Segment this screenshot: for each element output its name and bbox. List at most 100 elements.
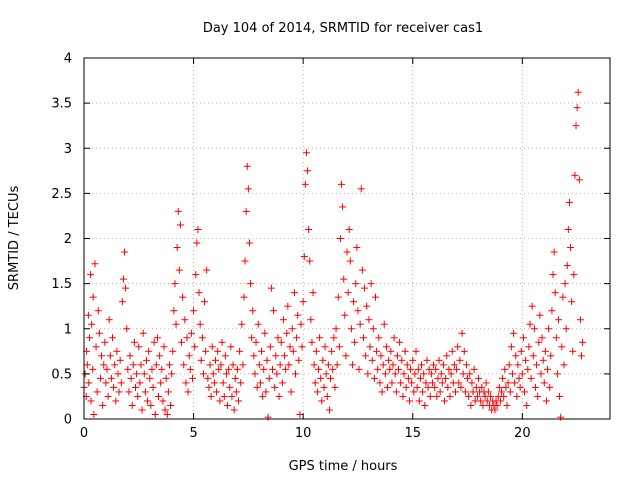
data-point xyxy=(363,302,371,310)
data-point xyxy=(245,239,253,247)
data-point xyxy=(302,149,310,157)
data-point xyxy=(493,401,501,409)
data-point xyxy=(151,410,159,418)
data-point xyxy=(266,343,274,351)
data-point xyxy=(129,361,137,369)
data-point xyxy=(345,225,353,233)
data-point xyxy=(199,370,207,378)
data-point xyxy=(339,203,347,211)
data-point xyxy=(288,325,296,333)
y-axis-label: SRMTID / TECUs xyxy=(7,186,22,291)
data-point xyxy=(536,311,544,319)
data-point xyxy=(379,361,387,369)
data-point xyxy=(376,379,384,387)
data-point xyxy=(198,334,206,342)
data-point xyxy=(116,356,124,364)
data-point xyxy=(445,365,453,373)
data-point xyxy=(323,392,331,400)
data-point xyxy=(413,383,421,391)
data-point xyxy=(267,284,275,292)
data-point xyxy=(574,88,582,96)
data-point xyxy=(89,293,97,301)
data-point xyxy=(300,253,308,261)
data-point xyxy=(228,392,236,400)
data-point xyxy=(335,343,343,351)
data-point xyxy=(441,397,449,405)
data-point xyxy=(206,361,214,369)
data-point xyxy=(405,397,413,405)
data-point xyxy=(173,244,181,252)
data-point xyxy=(470,365,478,373)
data-point xyxy=(273,370,281,378)
data-point xyxy=(572,122,580,130)
data-point xyxy=(325,406,333,414)
data-point xyxy=(230,406,238,414)
data-point xyxy=(264,413,272,421)
data-point xyxy=(261,329,269,337)
data-point xyxy=(113,347,121,355)
data-point xyxy=(99,401,107,409)
data-point xyxy=(358,266,366,274)
data-point xyxy=(160,343,168,351)
data-point xyxy=(514,361,522,369)
data-point xyxy=(569,347,577,355)
data-point xyxy=(84,311,92,319)
data-point xyxy=(333,361,341,369)
data-point xyxy=(501,365,509,373)
x-tick-label: 20 xyxy=(514,426,531,441)
data-point xyxy=(221,352,229,360)
data-point xyxy=(315,365,323,373)
data-point xyxy=(274,334,282,342)
data-point xyxy=(482,379,490,387)
data-point xyxy=(242,207,250,215)
data-point xyxy=(560,361,568,369)
data-point xyxy=(487,392,495,400)
data-point xyxy=(346,257,354,265)
data-point xyxy=(204,374,212,382)
y-tick-label: 0.5 xyxy=(51,367,72,382)
data-point xyxy=(450,361,458,369)
data-point xyxy=(546,383,554,391)
data-point xyxy=(214,347,222,355)
data-point xyxy=(226,383,234,391)
data-point xyxy=(319,356,327,364)
data-point xyxy=(361,284,369,292)
data-point xyxy=(459,370,467,378)
data-point xyxy=(458,329,466,337)
data-point xyxy=(353,244,361,252)
data-point xyxy=(307,316,315,324)
x-tick-label: 5 xyxy=(189,426,197,441)
data-point xyxy=(464,374,472,382)
data-point xyxy=(309,289,317,297)
data-point xyxy=(197,356,205,364)
data-point xyxy=(171,280,179,288)
data-point xyxy=(437,370,445,378)
data-point xyxy=(296,410,304,418)
data-point xyxy=(123,325,131,333)
data-point xyxy=(384,383,392,391)
data-point xyxy=(454,343,462,351)
data-point xyxy=(320,383,328,391)
data-point xyxy=(347,325,355,333)
data-point xyxy=(570,271,578,279)
data-point xyxy=(250,352,258,360)
data-point xyxy=(545,325,553,333)
data-point xyxy=(553,370,561,378)
data-point xyxy=(122,284,130,292)
data-point xyxy=(263,356,271,364)
data-point xyxy=(559,293,567,301)
data-point xyxy=(419,388,427,396)
data-point xyxy=(299,298,307,306)
data-point xyxy=(281,352,289,360)
data-point xyxy=(321,343,329,351)
data-point xyxy=(552,334,560,342)
data-point xyxy=(224,401,232,409)
data-point xyxy=(102,379,110,387)
data-point xyxy=(398,356,406,364)
data-point xyxy=(442,374,450,382)
data-point xyxy=(187,329,195,337)
data-point xyxy=(137,361,145,369)
data-point xyxy=(366,343,374,351)
data-point xyxy=(111,361,119,369)
data-point xyxy=(340,275,348,283)
